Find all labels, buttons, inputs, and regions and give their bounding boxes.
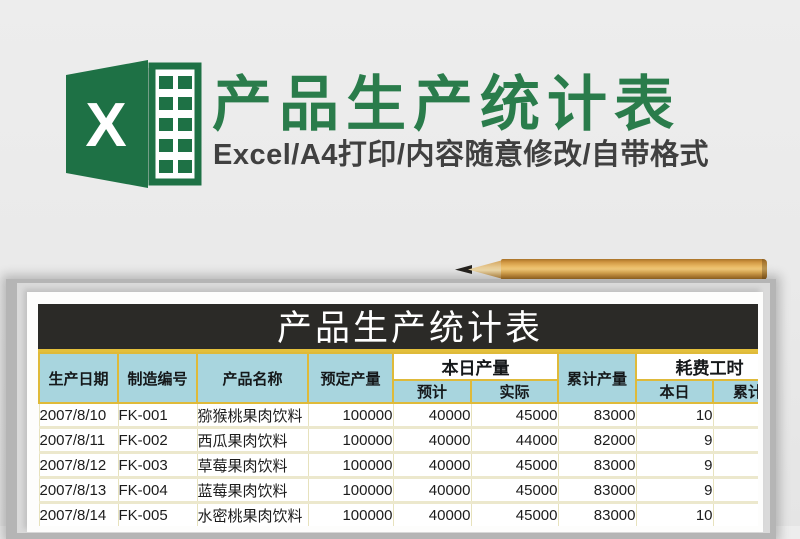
cell-today-actual: 45000 <box>470 403 559 429</box>
col-group-today-output: 本日产量 <box>392 352 559 381</box>
logo-grid-cells <box>159 76 192 173</box>
hero-subtitle: Excel/A4打印/内容随意修改/自带格式 <box>213 139 710 171</box>
hero-banner: X 产品生产统计表 Excel/A4打印/内容随意修改/自带格式 <box>0 0 800 230</box>
col-header-date: 生产日期 <box>38 352 119 404</box>
cell-planned: 100000 <box>307 427 394 454</box>
col-group-hours: 耗费工时 <box>635 352 758 381</box>
table-title-bar: 产品生产统计表 <box>38 304 758 352</box>
cell-today-plan: 40000 <box>392 403 472 429</box>
cell-planned: 100000 <box>307 452 394 479</box>
cell-date: 2007/8/14 <box>38 502 119 526</box>
cell-code: FK-002 <box>117 427 198 454</box>
pencil-wood-cone <box>468 260 503 279</box>
cell-code: FK-004 <box>117 477 198 504</box>
cell-product: 水密桃果肉饮料 <box>196 502 309 526</box>
cell-planned: 100000 <box>307 403 394 429</box>
cell-hours-total <box>712 403 758 429</box>
cell-product: 猕猴桃果肉饮料 <box>196 403 309 429</box>
col-header-product: 产品名称 <box>196 352 309 404</box>
col-header-planned: 预定产量 <box>307 352 394 404</box>
cell-today-plan: 40000 <box>392 477 472 504</box>
cell-cumulative: 82000 <box>557 427 637 454</box>
col-header-hours-today: 本日 <box>635 379 714 404</box>
cell-hours-total <box>712 427 758 454</box>
cell-hours-today: 9 <box>635 452 714 479</box>
cell-date: 2007/8/12 <box>38 452 119 479</box>
table-row: 2007/8/14 FK-005 水密桃果肉饮料 100000 40000 45… <box>38 502 758 526</box>
col-header-code: 制造编号 <box>117 352 198 404</box>
cell-today-actual: 45000 <box>470 477 559 504</box>
cell-planned: 100000 <box>307 477 394 504</box>
production-table: 生产日期 制造编号 产品名称 预定产量 本日产量 累计产量 耗费工时 预计 实际… <box>38 352 758 526</box>
table-body: 2007/8/10 FK-001 猕猴桃果肉饮料 100000 40000 45… <box>38 403 758 526</box>
cell-product: 草莓果肉饮料 <box>196 452 309 479</box>
cell-today-actual: 45000 <box>470 502 559 526</box>
cell-hours-total <box>712 477 758 504</box>
cell-cumulative: 83000 <box>557 452 637 479</box>
col-header-cumulative: 累计产量 <box>557 352 637 404</box>
cell-hours-total <box>712 452 758 479</box>
col-header-today-actual: 实际 <box>470 379 559 404</box>
cell-cumulative: 83000 <box>557 502 637 526</box>
cell-today-plan: 40000 <box>392 452 472 479</box>
logo-x-letter: X <box>85 91 126 160</box>
pencil-graphite-tip <box>455 265 472 274</box>
logo-cover <box>66 60 148 188</box>
cell-today-actual: 45000 <box>470 452 559 479</box>
spreadsheet-paper: 产品生产统计表 生产日期 制造编号 产品名称 预定产量 本日产量 累计产量 <box>27 292 763 532</box>
cell-today-plan: 40000 <box>392 502 472 526</box>
cell-today-actual: 44000 <box>470 427 559 454</box>
cell-code: FK-005 <box>117 502 198 526</box>
cell-date: 2007/8/10 <box>38 403 119 429</box>
cell-hours-today: 9 <box>635 477 714 504</box>
cell-hours-today: 10 <box>635 403 714 429</box>
cell-code: FK-001 <box>117 403 198 429</box>
cell-product: 西瓜果肉饮料 <box>196 427 309 454</box>
table-row: 2007/8/12 FK-003 草莓果肉饮料 100000 40000 450… <box>38 452 758 479</box>
cell-today-plan: 40000 <box>392 427 472 454</box>
cell-product: 蓝莓果肉饮料 <box>196 477 309 504</box>
hero-title: 产品生产统计表 <box>212 71 681 138</box>
cell-hours-today: 10 <box>635 502 714 526</box>
cell-cumulative: 83000 <box>557 477 637 504</box>
cell-planned: 100000 <box>307 502 394 526</box>
table-row: 2007/8/13 FK-004 蓝莓果肉饮料 100000 40000 450… <box>38 477 758 504</box>
col-header-hours-total: 累计 <box>712 379 758 404</box>
pencil-body <box>501 259 767 280</box>
cell-date: 2007/8/13 <box>38 477 119 504</box>
cell-code: FK-003 <box>117 452 198 479</box>
excel-logo-icon: X <box>66 60 202 188</box>
col-header-today-plan: 预计 <box>392 379 472 404</box>
table-row: 2007/8/11 FK-002 西瓜果肉饮料 100000 40000 440… <box>38 427 758 454</box>
table-row: 2007/8/10 FK-001 猕猴桃果肉饮料 100000 40000 45… <box>38 403 758 429</box>
cell-hours-today: 9 <box>635 427 714 454</box>
cell-hours-total <box>712 502 758 526</box>
cell-date: 2007/8/11 <box>38 427 119 454</box>
spreadsheet-clip: 产品生产统计表 生产日期 制造编号 产品名称 预定产量 本日产量 累计产量 <box>38 304 758 526</box>
cell-cumulative: 83000 <box>557 403 637 429</box>
